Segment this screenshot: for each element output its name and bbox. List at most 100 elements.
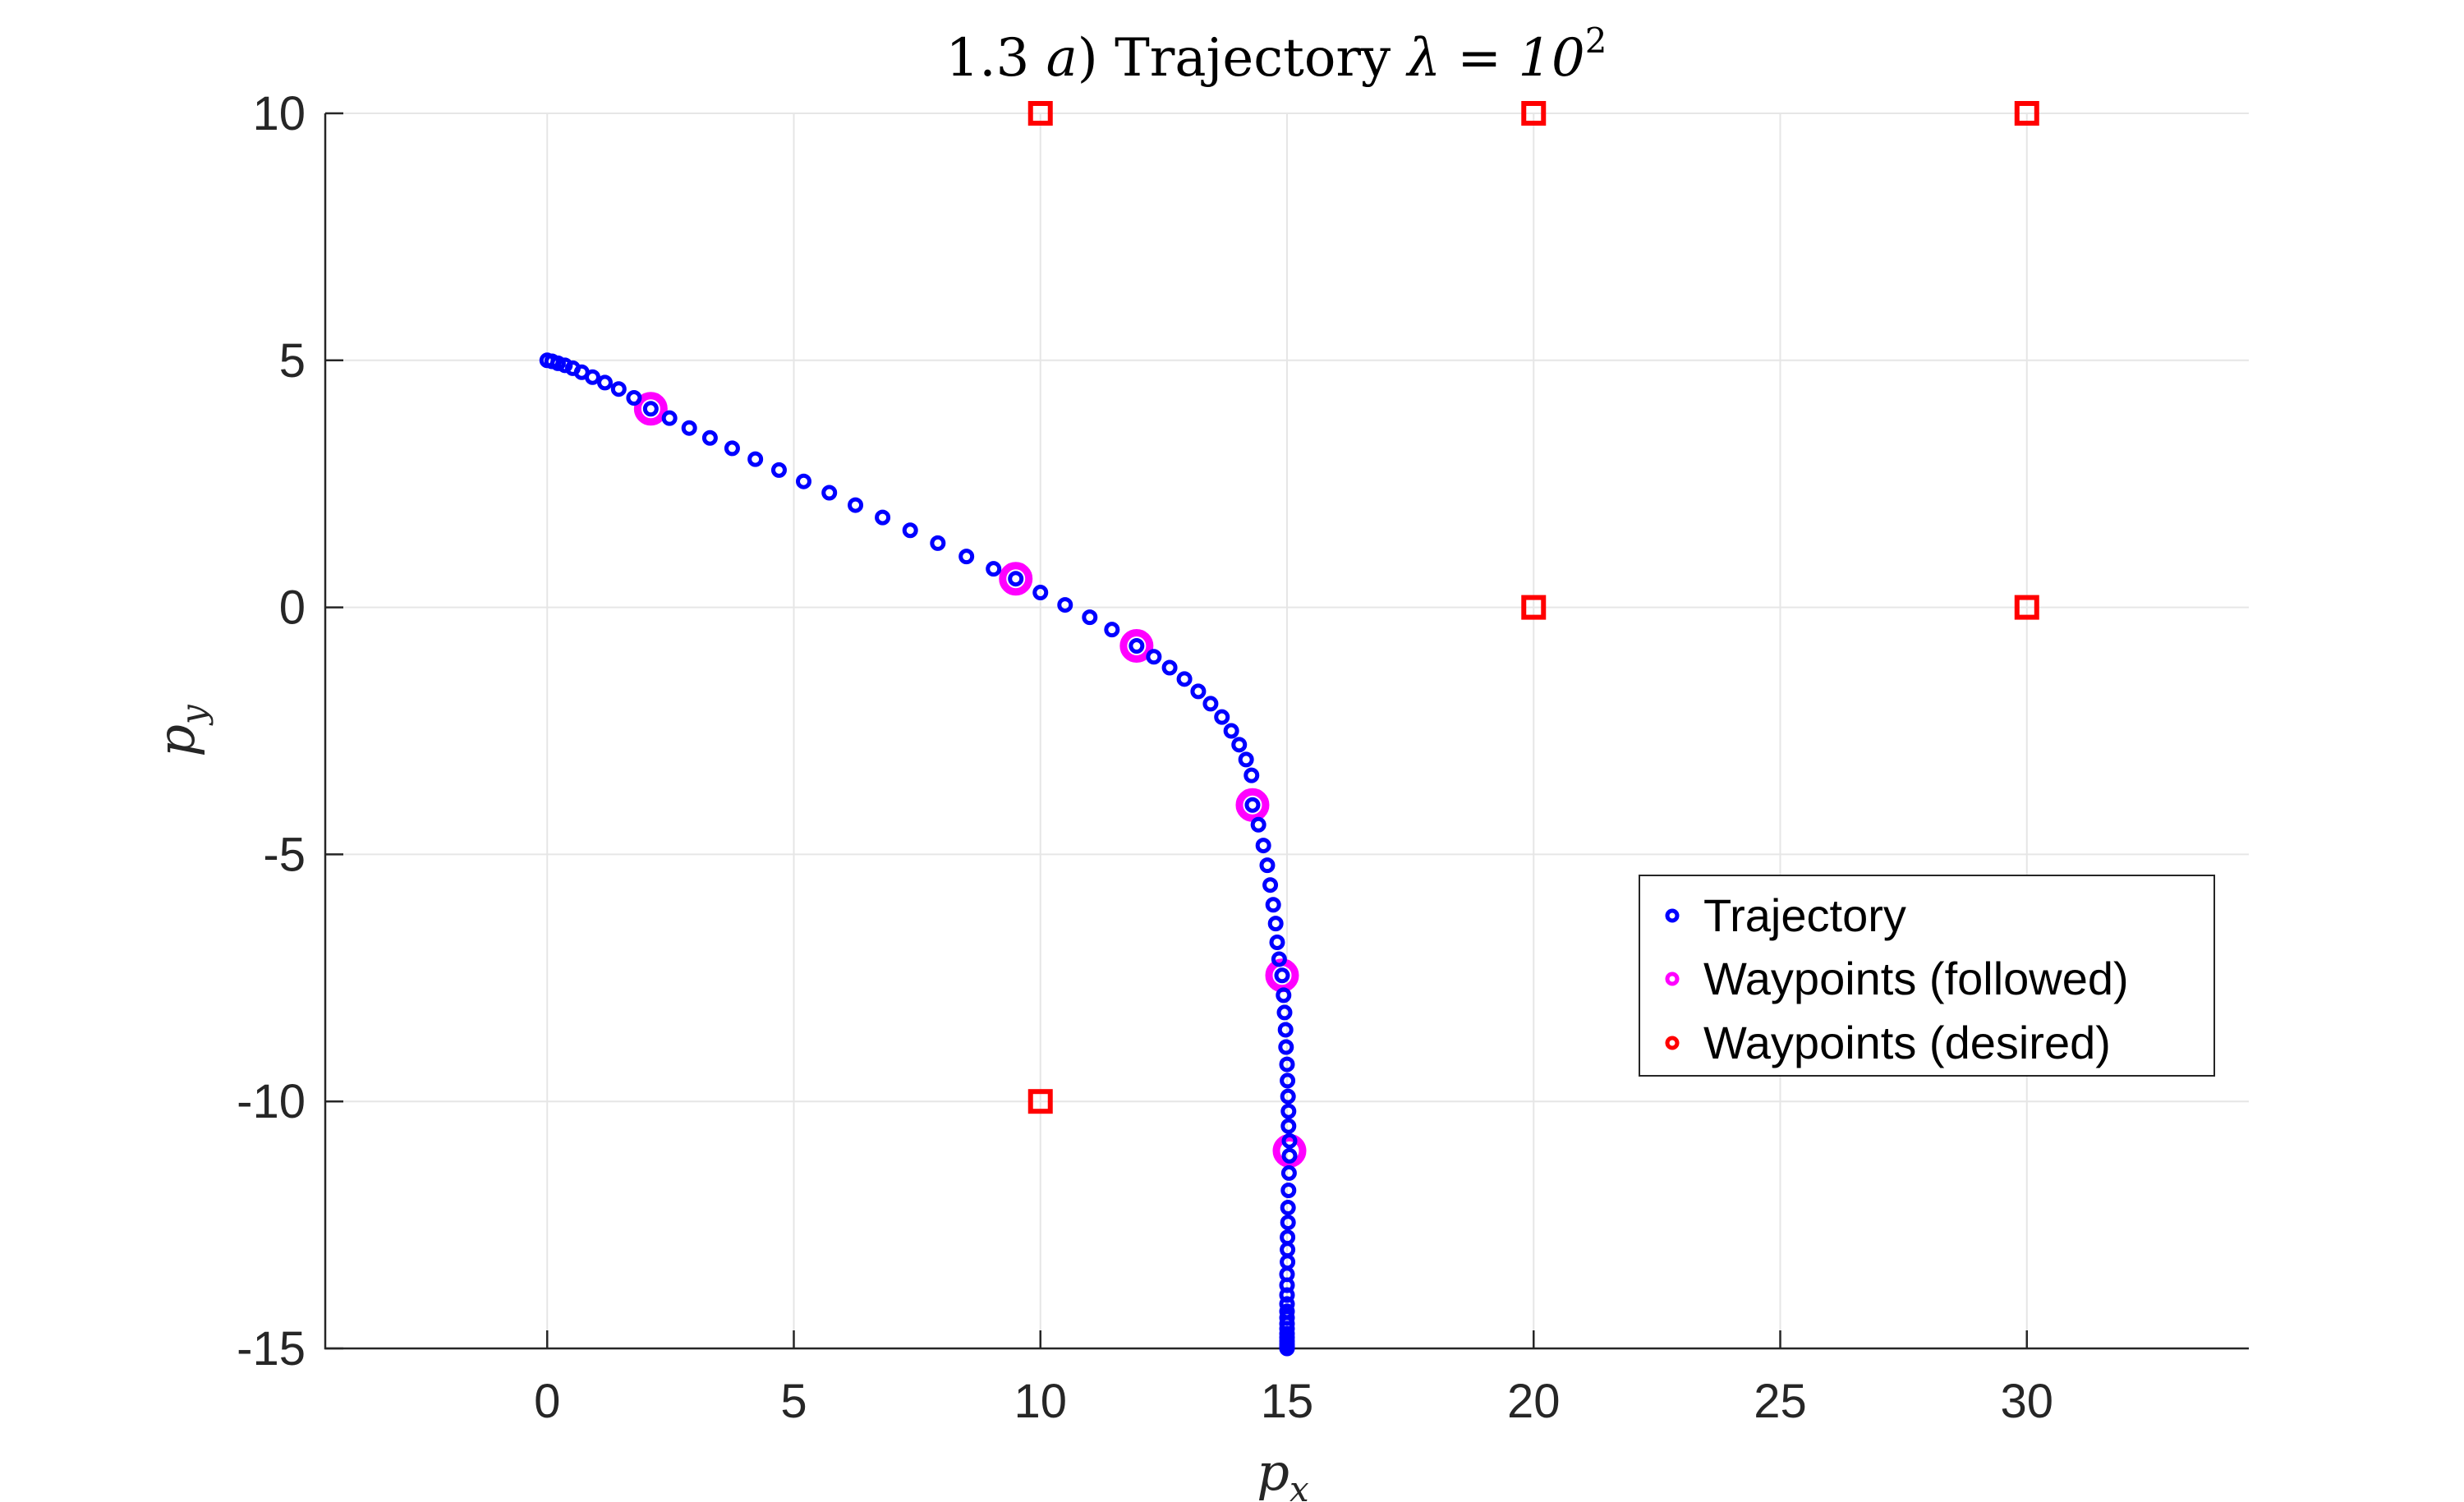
y-tick-label: 10: [252, 87, 306, 140]
trajectory-point: [1279, 1056, 1295, 1073]
trajectory-point: [1274, 967, 1290, 984]
waypoints-desired-series: [1027, 101, 2039, 1114]
trajectory-point: [1146, 649, 1162, 665]
trajectory-point: [1082, 609, 1098, 626]
y-tick-label: -15: [237, 1322, 306, 1376]
trajectory-point: [681, 420, 697, 436]
trajectory-point: [1214, 709, 1230, 725]
x-tick-label: 10: [1014, 1375, 1067, 1428]
trajectory-point: [1262, 877, 1279, 893]
trajectory-point: [1280, 1182, 1297, 1198]
trajectory-point: [1057, 597, 1073, 613]
waypoint-followed-point: [1235, 788, 1270, 822]
trajectory-point: [986, 561, 1002, 577]
y-axis-label: py: [146, 704, 214, 757]
waypoint-desired-point: [1521, 101, 1547, 126]
legend-marker-waypoints-followed: [1665, 971, 1680, 986]
waypoint-followed-point: [999, 562, 1033, 596]
trajectory-series: [539, 352, 1298, 1357]
y-tick-label: -5: [263, 828, 306, 881]
legend-label-waypoints-desired: Waypoints (desired): [1703, 1017, 2111, 1068]
trajectory-point: [549, 355, 566, 371]
waypoint-desired-point: [1027, 1089, 1053, 1114]
x-tick-label: 25: [1754, 1375, 1807, 1428]
trajectory-point: [930, 535, 946, 551]
trajectory-point: [1008, 571, 1024, 587]
trajectory-point: [1280, 1103, 1297, 1119]
trajectory-point: [1129, 638, 1145, 655]
legend: Trajectory Waypoints (followed) Waypoint…: [1639, 875, 2215, 1077]
trajectory-point: [795, 473, 811, 489]
trajectory-point: [1265, 897, 1281, 913]
trajectory-point: [1104, 622, 1120, 638]
trajectory-point: [1271, 951, 1287, 967]
trajectory-point: [1279, 1287, 1295, 1303]
trajectory-point: [1259, 857, 1276, 874]
trajectory-point: [1243, 767, 1260, 783]
waypoint-followed-point: [1119, 629, 1154, 664]
legend-box: [1639, 875, 2215, 1077]
trajectory-point: [1280, 1073, 1296, 1089]
waypoint-followed-point: [633, 392, 668, 426]
trajectory-point: [1161, 659, 1178, 676]
trajectory-point: [557, 357, 573, 374]
trajectory-point: [1277, 1022, 1294, 1038]
x-tick-label: 5: [780, 1375, 807, 1428]
trajectory-point: [1267, 916, 1284, 932]
trajectory-point: [1255, 838, 1271, 854]
trajectory-point: [1250, 816, 1266, 833]
x-axis-label: px: [1257, 1442, 1309, 1502]
trajectory-point: [1190, 683, 1207, 700]
trajectory-point: [1244, 797, 1261, 813]
trajectory-point: [701, 429, 718, 446]
x-axis-ticks: 0 5 10 15 20 25 30: [534, 1330, 2053, 1428]
trajectory-point: [1280, 1118, 1297, 1134]
waypoint-followed-point: [1272, 1133, 1307, 1168]
trajectory-point: [1032, 585, 1049, 601]
trajectory-point: [1281, 1132, 1298, 1149]
legend-marker-trajectory: [1665, 908, 1680, 923]
trajectory-point: [1280, 1164, 1297, 1181]
y-tick-label: 0: [279, 581, 306, 635]
trajectory-point: [1231, 737, 1248, 753]
x-tick-label: 30: [2001, 1375, 2054, 1428]
y-tick-label: -10: [237, 1075, 306, 1128]
trajectory-point: [875, 509, 891, 526]
trajectory-point: [642, 401, 659, 417]
trajectory-point: [1276, 987, 1292, 1004]
chart-title: 1.3 a) Trajectory λ = 102: [946, 21, 1607, 89]
legend-label-trajectory: Trajectory: [1703, 889, 1906, 941]
trajectory-point: [1281, 1147, 1298, 1164]
trajectory-point: [1279, 1296, 1295, 1312]
trajectory-point: [610, 381, 627, 397]
waypoints-followed-series: [633, 392, 1307, 1168]
trajectory-point: [1280, 1088, 1296, 1105]
y-axis-ticks: 10 5 0 -5 -10 -15: [237, 87, 343, 1376]
series-layer: [539, 101, 2039, 1357]
trajectory-point: [596, 374, 613, 391]
trajectory-point: [584, 369, 600, 385]
trajectory-point: [661, 410, 678, 426]
waypoint-desired-point: [1521, 595, 1547, 620]
trajectory-point: [848, 497, 864, 513]
trajectory-point: [1280, 1215, 1296, 1231]
x-tick-label: 0: [534, 1375, 560, 1428]
trajectory-point: [902, 522, 918, 539]
trajectory-point: [1202, 696, 1219, 712]
trajectory-point: [1238, 751, 1254, 768]
trajectory-point: [1223, 723, 1239, 739]
trajectory-point: [770, 462, 787, 478]
legend-marker-waypoints-desired: [1665, 1036, 1680, 1050]
x-tick-label: 15: [1261, 1375, 1314, 1428]
trajectory-point: [958, 549, 975, 565]
trajectory-point: [626, 390, 642, 407]
trajectory-point: [1276, 1004, 1293, 1021]
waypoint-desired-point: [1027, 101, 1053, 126]
trajectory-point: [821, 485, 838, 501]
trajectory-point: [724, 440, 740, 457]
trajectory-point: [1278, 1039, 1294, 1055]
waypoint-desired-point: [2014, 101, 2039, 126]
y-tick-label: 5: [279, 334, 306, 388]
legend-label-waypoints-followed: Waypoints (followed): [1703, 953, 2129, 1004]
